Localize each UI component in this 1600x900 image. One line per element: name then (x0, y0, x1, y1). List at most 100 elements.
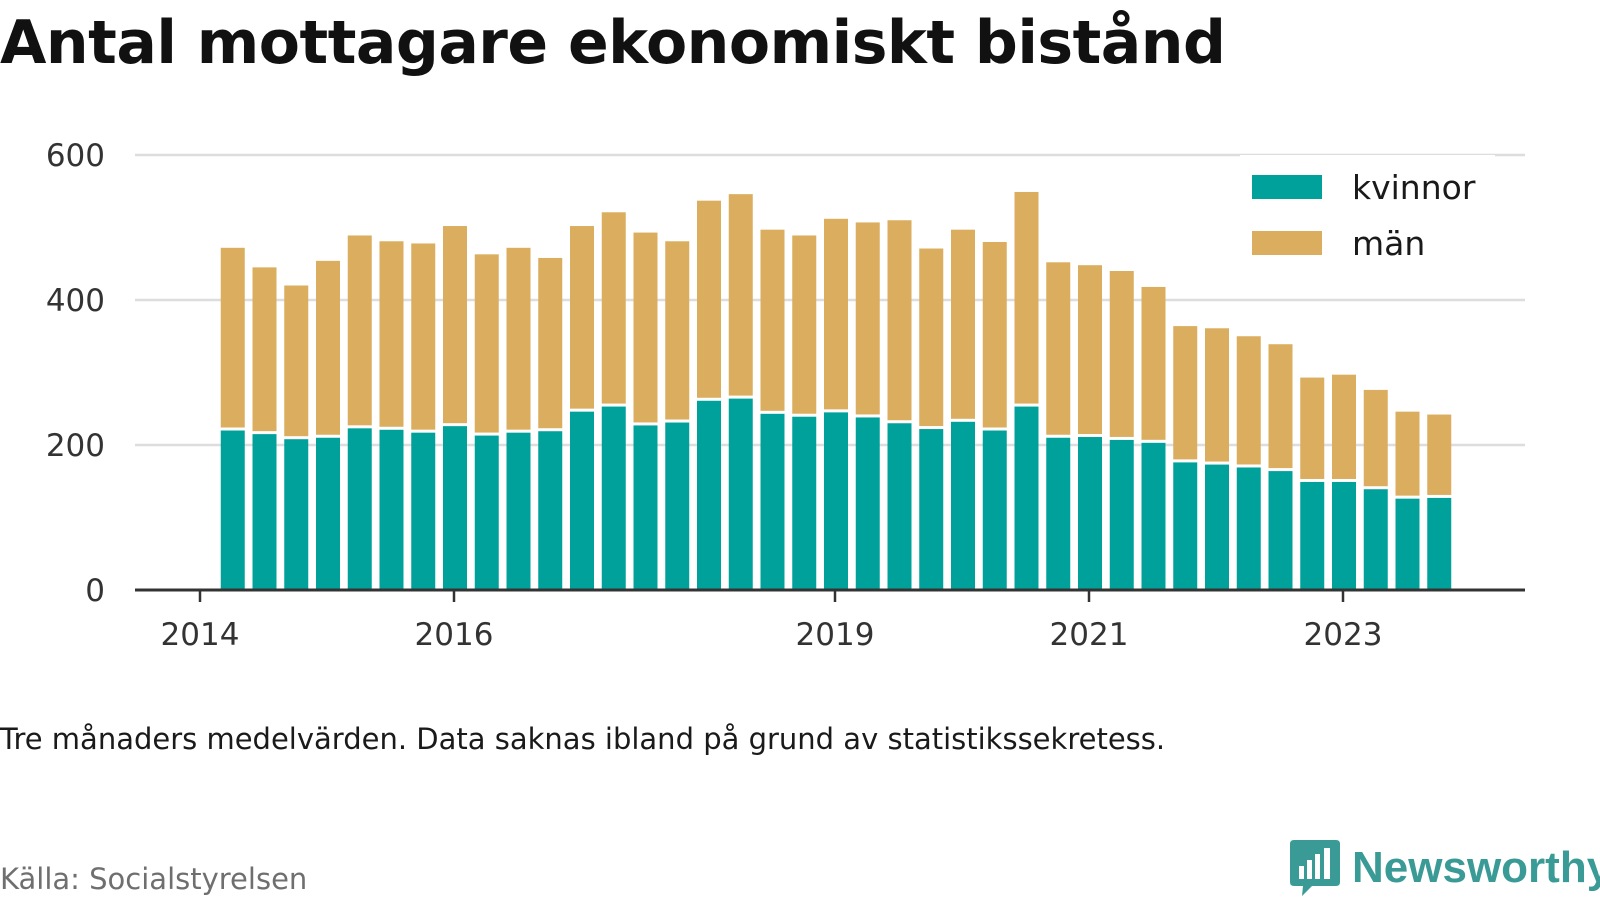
chart-note: Tre månaders medelvärden. Data saknas ib… (0, 722, 1166, 756)
bar-kvinnor (220, 430, 245, 590)
legend-label-man: män (1352, 224, 1425, 263)
y-tick-label: 0 (85, 573, 105, 609)
bar-man (1332, 374, 1356, 479)
bar-kvinnor (760, 413, 785, 590)
bar-kvinnor (284, 439, 309, 590)
bar-man (633, 232, 658, 423)
bar-man (1236, 336, 1261, 465)
bar-kvinnor (379, 429, 404, 590)
bar-man (1268, 344, 1293, 469)
bar-man (982, 242, 1007, 428)
legend-swatch-kvinnor (1252, 175, 1322, 199)
bar-man (252, 267, 277, 432)
bar-kvinnor (1300, 481, 1325, 590)
bar-kvinnor (697, 400, 721, 590)
x-tick-label: 2014 (161, 617, 240, 653)
y-tick-label: 200 (46, 428, 105, 464)
bar-man (316, 260, 340, 435)
bar-kvinnor (1236, 467, 1261, 590)
chart-title: Antal mottagare ekonomiskt bistånd (0, 8, 1226, 78)
bar-man (411, 243, 436, 430)
bar-kvinnor (316, 437, 340, 590)
bar-man (855, 222, 880, 415)
bar-kvinnor (1363, 489, 1388, 590)
bar-man (697, 200, 721, 398)
bar-man (792, 235, 817, 414)
bar-man (919, 248, 944, 427)
bar-kvinnor (443, 426, 467, 590)
newsworthy-logo-icon (1290, 840, 1340, 896)
bar-man (506, 247, 531, 430)
bar-kvinnor (1141, 442, 1166, 590)
x-tick-label: 2016 (415, 617, 494, 653)
bar-man (760, 229, 785, 411)
y-tick-label: 400 (46, 283, 105, 319)
brand-logo: Newsworthy (1290, 840, 1600, 896)
bar-kvinnor (474, 435, 499, 590)
bar-kvinnor (665, 422, 690, 590)
bar-man (1173, 326, 1198, 460)
bar-man (474, 254, 499, 433)
x-tick-label: 2021 (1050, 617, 1129, 653)
bar-man (1141, 286, 1166, 440)
bar-kvinnor (982, 430, 1007, 590)
bar-kvinnor (1173, 462, 1198, 590)
bar-man (1363, 389, 1388, 487)
bar-man (1427, 414, 1452, 495)
bar-man (1109, 271, 1134, 437)
bar-kvinnor (824, 412, 848, 590)
legend-swatch-man (1252, 231, 1322, 255)
bar-kvinnor (919, 429, 944, 590)
bar-man (728, 194, 753, 396)
bar-kvinnor (570, 411, 594, 590)
bar-kvinnor (1395, 498, 1420, 590)
bar-man (443, 226, 467, 424)
bar-man (601, 212, 626, 404)
bar-kvinnor (411, 432, 436, 590)
bar-man (1300, 377, 1325, 479)
bar-man (824, 218, 848, 410)
axes: 0 200 400 600 2014 2016 2019 2021 2023 (46, 138, 1525, 653)
bar-kvinnor (951, 421, 975, 590)
bar-kvinnor (792, 416, 817, 590)
bar-kvinnor (601, 406, 626, 590)
bar-man (1395, 411, 1420, 496)
bar-kvinnor (347, 428, 372, 590)
bar-man (570, 226, 594, 409)
bar-kvinnor (1205, 464, 1229, 590)
bar-kvinnor (1078, 437, 1102, 590)
bars (220, 191, 1452, 590)
bar-man (538, 257, 563, 429)
bar-kvinnor (1014, 406, 1039, 590)
bar-man (665, 241, 690, 420)
bar-kvinnor (538, 431, 563, 590)
bar-kvinnor (887, 423, 912, 590)
bar-man (1205, 328, 1229, 462)
bar-man (379, 241, 404, 427)
bar-kvinnor (633, 425, 658, 590)
y-tick-label: 600 (46, 138, 105, 174)
bar-man (887, 220, 912, 421)
bar-man (1078, 265, 1102, 435)
bar-kvinnor (252, 434, 277, 590)
bar-man (1014, 191, 1039, 404)
brand-name: Newsworthy (1352, 843, 1600, 892)
bar-kvinnor (1046, 437, 1071, 590)
bar-kvinnor (1109, 439, 1134, 590)
source-label: Källa: Socialstyrelsen (0, 862, 308, 896)
x-tick-label: 2019 (796, 617, 875, 653)
bar-man (1046, 262, 1071, 435)
bar-man (220, 247, 245, 428)
x-tick-label: 2023 (1304, 617, 1383, 653)
bar-kvinnor (1332, 481, 1356, 590)
stacked-bar-chart: 0 200 400 600 2014 2016 2019 2021 2023 kvinnor mä… (46, 138, 1525, 653)
bar-kvinnor (855, 417, 880, 590)
bar-man (347, 235, 372, 426)
bar-kvinnor (506, 432, 531, 590)
bar-kvinnor (1427, 497, 1452, 590)
bar-man (951, 229, 975, 419)
legend-label-kvinnor: kvinnor (1352, 168, 1476, 207)
bar-man (284, 285, 309, 437)
legend: kvinnor män (1240, 155, 1495, 270)
bar-kvinnor (1268, 471, 1293, 590)
